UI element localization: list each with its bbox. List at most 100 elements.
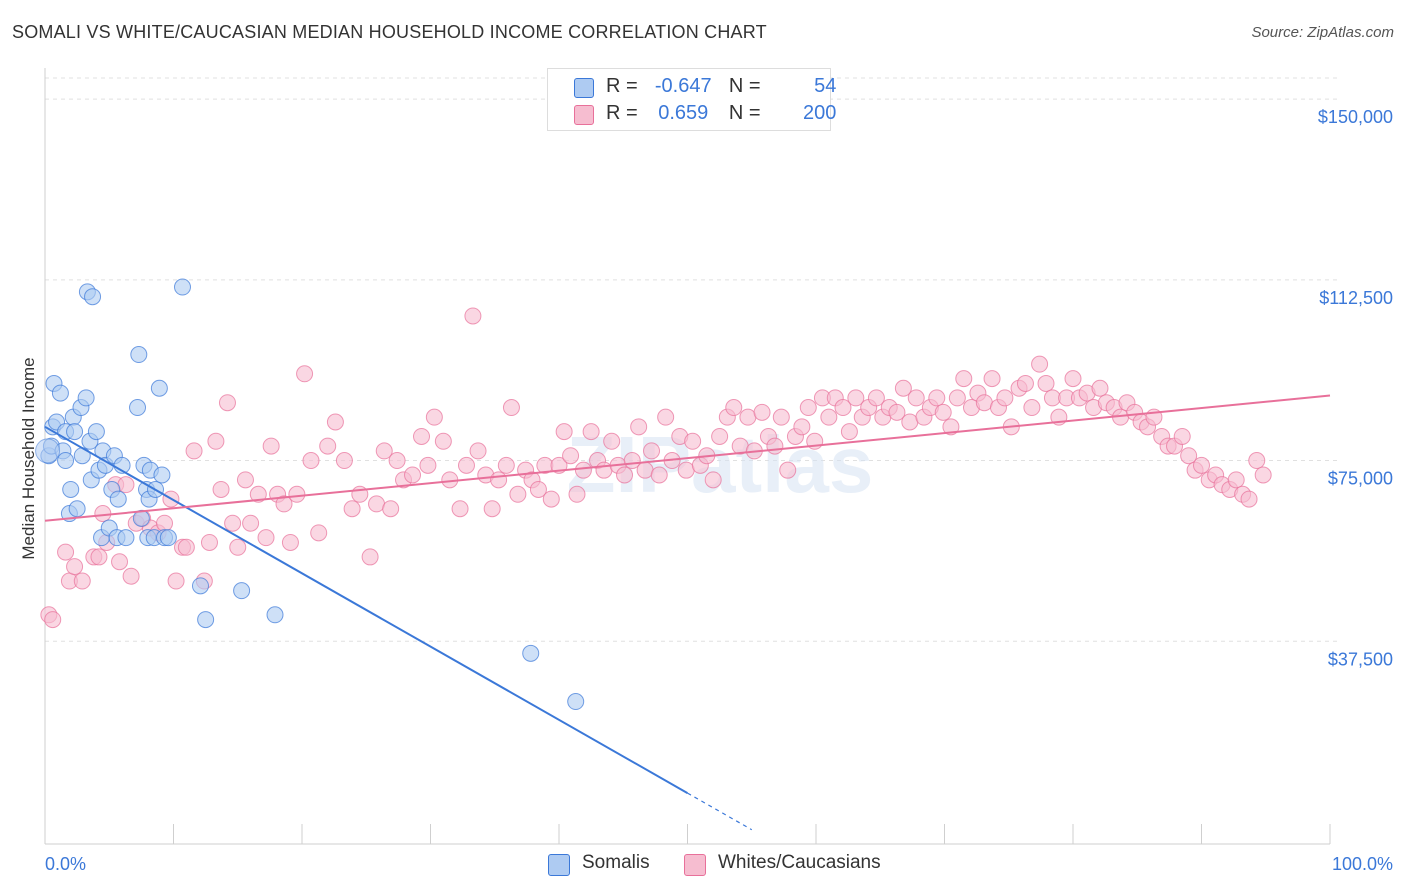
legend-r-label: R = <box>606 75 638 97</box>
white-point <box>955 370 973 388</box>
white-point <box>888 403 906 421</box>
legend-n-label: N = <box>728 75 761 97</box>
somali-point <box>57 452 75 470</box>
chart-source: Source: ZipAtlas.com <box>1251 24 1394 41</box>
white-point <box>928 389 946 407</box>
white-point <box>643 442 661 460</box>
somali-point <box>130 346 148 364</box>
white-point <box>94 505 112 523</box>
somali-point <box>84 288 102 306</box>
white-point <box>249 485 267 503</box>
white-swatch <box>684 854 706 876</box>
white-point <box>1037 374 1055 392</box>
white-point <box>122 567 140 585</box>
white-point <box>650 466 668 484</box>
white-point <box>657 408 675 426</box>
white-point <box>368 495 386 513</box>
white-point <box>1248 452 1266 470</box>
y-tick-label: $75,000 <box>1328 469 1393 489</box>
white-point <box>262 437 280 455</box>
white-point <box>469 442 487 460</box>
white-point <box>218 394 236 412</box>
somali-point <box>35 438 61 464</box>
white-point <box>502 399 520 417</box>
white-point <box>983 370 1001 388</box>
somali-point <box>197 611 215 629</box>
white-point <box>319 437 337 455</box>
white-point <box>834 399 852 417</box>
tick-labels: $37,500 $75,000 $112,500 $150,000 Median Hou… <box>19 107 1393 874</box>
legend-swatch-white <box>574 105 594 125</box>
gridlines <box>45 77 1338 642</box>
white-point <box>361 548 379 566</box>
white-point <box>894 379 912 397</box>
white-point <box>90 548 108 566</box>
somali-point <box>173 278 191 296</box>
somali-legend-label: Somalis <box>582 852 650 873</box>
white-point <box>509 485 527 503</box>
white-point <box>419 456 437 474</box>
white-point <box>1016 374 1034 392</box>
y-tick-label: $112,500 <box>1319 288 1393 308</box>
white-point <box>996 389 1014 407</box>
somali-point <box>153 466 171 484</box>
white-point <box>1173 427 1191 445</box>
somali-swatch <box>548 854 570 876</box>
somali-point <box>51 384 69 402</box>
white-point <box>907 389 925 407</box>
white-point <box>185 442 203 460</box>
y-axis-label: Median Household Income <box>19 357 38 559</box>
somali-point <box>77 389 95 407</box>
white-point <box>224 514 242 532</box>
white-point <box>388 452 406 470</box>
white-point <box>975 394 993 412</box>
white-point <box>704 471 722 489</box>
white-point <box>711 427 729 445</box>
white-point <box>451 500 469 518</box>
white-point <box>335 452 353 470</box>
white-point <box>117 476 135 494</box>
white-point <box>942 418 960 436</box>
somali-point <box>150 379 168 397</box>
stats-legend: R = -0.647 N = 54 R = 0.659 N = 200 <box>547 68 836 131</box>
white-point <box>636 461 654 479</box>
trend-lines <box>44 394 1331 831</box>
white-point <box>901 413 919 431</box>
white-point <box>382 500 400 518</box>
somali-point <box>266 606 284 624</box>
white-point <box>934 403 952 421</box>
white-caucasian-points <box>40 307 1272 629</box>
white-point <box>44 611 62 629</box>
white-point <box>948 389 966 407</box>
white-point <box>766 437 784 455</box>
white-point <box>1091 379 1109 397</box>
somali-point <box>522 644 540 662</box>
white-point <box>793 418 811 436</box>
legend-n-label: N = <box>728 102 761 124</box>
white-point <box>200 533 218 551</box>
somali-point <box>191 577 209 595</box>
white-point <box>542 490 560 508</box>
white-point <box>457 456 475 474</box>
white-point <box>1180 447 1198 465</box>
white-point <box>156 514 174 532</box>
somali-point <box>66 423 84 441</box>
white-point <box>739 408 757 426</box>
white-point <box>1227 471 1245 489</box>
white-point <box>1064 370 1082 388</box>
white-point <box>1254 466 1272 484</box>
somali-trend-line <box>44 425 688 794</box>
white-point <box>207 432 225 450</box>
white-point <box>66 558 84 576</box>
y-tick-label: $37,500 <box>1328 649 1393 669</box>
white-point <box>562 447 580 465</box>
white-point <box>497 456 515 474</box>
white-point <box>229 538 247 556</box>
white-point <box>677 461 695 479</box>
white-point <box>57 543 75 561</box>
white-point <box>275 495 293 513</box>
somali-point <box>129 399 147 417</box>
white-point <box>242 514 260 532</box>
white-point <box>582 423 600 441</box>
white-point <box>326 413 344 431</box>
